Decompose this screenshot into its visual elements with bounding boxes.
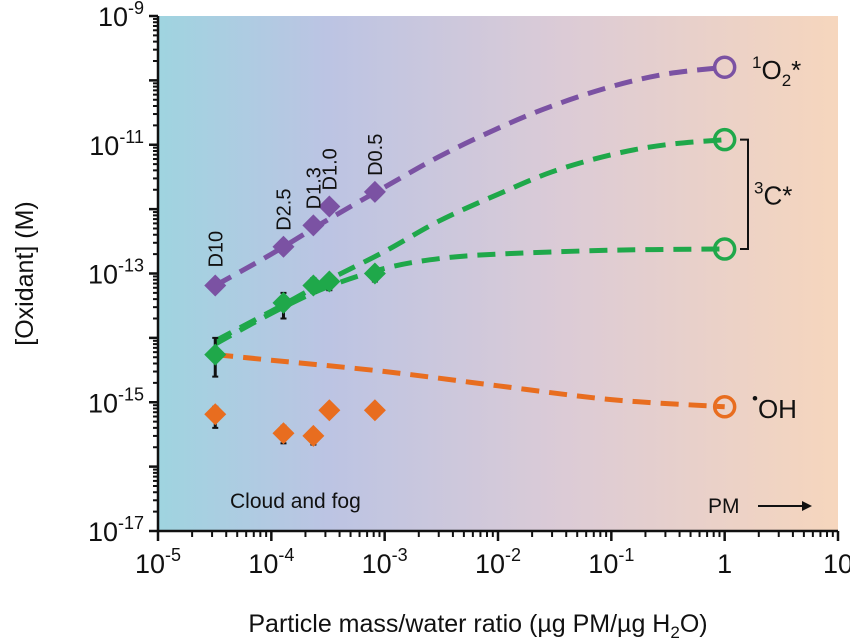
hydroxyl-data-point [302,424,325,447]
point-label: D0.5 [365,134,387,176]
cloud-fog-annotation: Cloud and fog [230,490,361,513]
y-tick-label: 10-13 [88,256,144,290]
singlet-oxygen-fit-curve-0 [214,64,726,288]
triplet-carbon-data-point [204,343,227,366]
hydroxyl-label: •OH [752,389,797,424]
triplet-carbon-label: 3C* [754,178,792,210]
hydroxyl-fit-curve-0 [215,352,725,410]
triplet-carbon-data-point [272,291,295,314]
singlet-oxygen-data-point [363,180,386,203]
singlet-oxygen-data-point [204,274,227,297]
singlet-oxygen-data-point [302,214,325,237]
triplet-carbon-endpoint-marker [712,237,737,261]
hydroxyl-data-point [318,399,341,422]
hydroxyl-endpoint-marker [712,395,737,419]
x-tick-label: 1 [717,549,732,579]
y-axis-title: [Oxidant] (M) [11,201,39,345]
triplet-carbon-fit-curve-1 [214,246,725,347]
point-label: D2.5 [273,189,295,231]
triplet-carbon-bracket [740,138,749,251]
x-tick-label: 10-3 [362,545,408,579]
triplet-carbon-data-point [318,270,341,293]
point-label: D1.3 [303,167,325,209]
x-axis-title: Particle mass/water ratio (µg PM/µg H2O) [248,610,707,642]
singlet-oxygen-data-point [272,235,295,258]
plot-background [158,16,838,531]
data-points [204,180,386,447]
triplet-carbon-data-point [302,274,325,297]
singlet-oxygen-label: 1O2* [752,53,801,90]
hydroxyl-data-point [363,399,386,422]
x-tick-label: 10-4 [248,545,294,579]
endpoint-markers [712,55,737,419]
x-tick-label: 10-2 [475,545,521,579]
hydroxyl-data-point [204,403,227,426]
pm-arrow-head [802,501,812,511]
x-tick-label: 10-5 [135,545,181,579]
point-label: D1.0 [319,148,341,190]
x-tick-label: 10 [823,549,850,579]
axes [149,14,840,541]
point-label: D10 [205,231,227,268]
hydroxyl-data-point [272,422,295,445]
y-tick-label: 10-17 [88,513,144,547]
triplet-carbon-endpoint-marker [712,127,737,152]
y-tick-label: 10-11 [89,127,144,161]
fit-curves [214,64,726,410]
x-tick-label: 10-1 [588,545,634,579]
triplet-carbon-fit-curve-0 [214,137,725,344]
triplet-carbon-data-point [363,262,386,285]
pm-annotation: PM [708,495,740,518]
y-tick-label: 10-15 [88,384,144,418]
singlet-oxygen-data-point [318,195,341,218]
singlet-oxygen-endpoint-marker [712,55,737,79]
y-tick-label: 10-9 [98,0,144,32]
